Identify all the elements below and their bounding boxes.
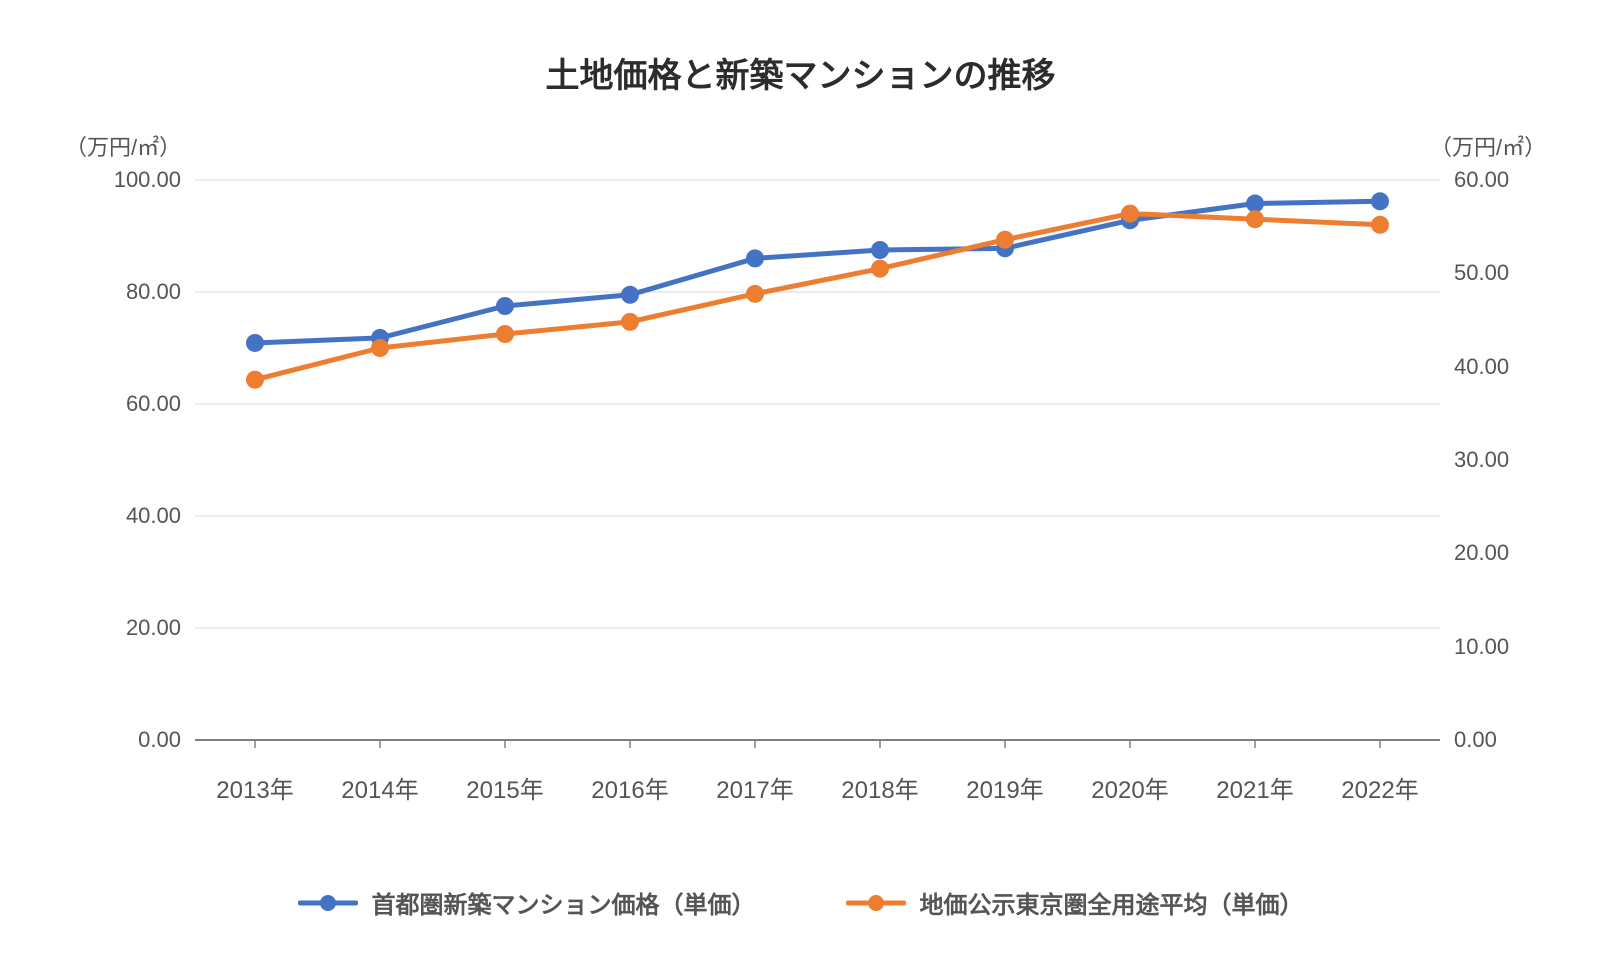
y-left-tick-label: 100.00 (114, 167, 195, 193)
x-tick-label: 2020年 (1091, 770, 1168, 805)
series-marker (1371, 216, 1389, 234)
legend-item: 地価公示東京圏全用途平均（単価） (846, 885, 1304, 920)
legend-swatch (846, 896, 906, 910)
legend-item: 首都圏新築マンション価格（単価） (298, 885, 756, 920)
series-marker (371, 339, 389, 357)
series-line (255, 214, 1380, 380)
series-marker (246, 334, 264, 352)
series-marker (871, 241, 889, 259)
series-marker (1121, 205, 1139, 223)
y-right-tick-label: 0.00 (1440, 727, 1497, 753)
series-marker (621, 286, 639, 304)
series-marker (996, 231, 1014, 249)
series-marker (1246, 210, 1264, 228)
y-right-tick-label: 40.00 (1440, 354, 1509, 380)
series-marker (1246, 195, 1264, 213)
y-left-tick-label: 20.00 (126, 615, 195, 641)
legend-label: 地価公示東京圏全用途平均（単価） (920, 885, 1304, 920)
y-left-tick-label: 40.00 (126, 503, 195, 529)
x-tick-label: 2018年 (841, 770, 918, 805)
legend-label: 首都圏新築マンション価格（単価） (372, 885, 756, 920)
y-right-tick-label: 50.00 (1440, 260, 1509, 286)
series-marker (621, 313, 639, 331)
y-right-tick-label: 20.00 (1440, 540, 1509, 566)
x-tick-label: 2014年 (341, 770, 418, 805)
y-left-tick-label: 80.00 (126, 279, 195, 305)
y-right-tick-label: 10.00 (1440, 634, 1509, 660)
y-left-tick-label: 0.00 (138, 727, 195, 753)
x-tick-label: 2017年 (716, 770, 793, 805)
series-marker (246, 371, 264, 389)
x-tick-label: 2022年 (1341, 770, 1418, 805)
x-tick-label: 2019年 (966, 770, 1043, 805)
series-marker (871, 260, 889, 278)
series-marker (746, 285, 764, 303)
legend-swatch (298, 896, 358, 910)
series-marker (746, 249, 764, 267)
legend: 首都圏新築マンション価格（単価） 地価公示東京圏全用途平均（単価） (0, 885, 1601, 920)
x-tick-label: 2015年 (466, 770, 543, 805)
y-left-tick-label: 60.00 (126, 391, 195, 417)
y-right-tick-label: 30.00 (1440, 447, 1509, 473)
x-tick-label: 2016年 (591, 770, 668, 805)
x-tick-label: 2013年 (216, 770, 293, 805)
y-right-tick-label: 60.00 (1440, 167, 1509, 193)
chart-container: 土地価格と新築マンションの推移 （万円/㎡） （万円/㎡） 0.0020.004… (0, 0, 1601, 970)
plot-area: 0.0020.0040.0060.0080.00100.000.0010.002… (195, 180, 1440, 740)
y-right-unit-label: （万円/㎡） (1430, 130, 1546, 162)
series-line (255, 201, 1380, 343)
chart-title: 土地価格と新築マンションの推移 (0, 48, 1601, 97)
series-marker (496, 297, 514, 315)
plot-svg (195, 180, 1440, 750)
x-tick-label: 2021年 (1216, 770, 1293, 805)
y-left-unit-label: （万円/㎡） (65, 130, 181, 162)
series-marker (1371, 192, 1389, 210)
series-marker (496, 325, 514, 343)
